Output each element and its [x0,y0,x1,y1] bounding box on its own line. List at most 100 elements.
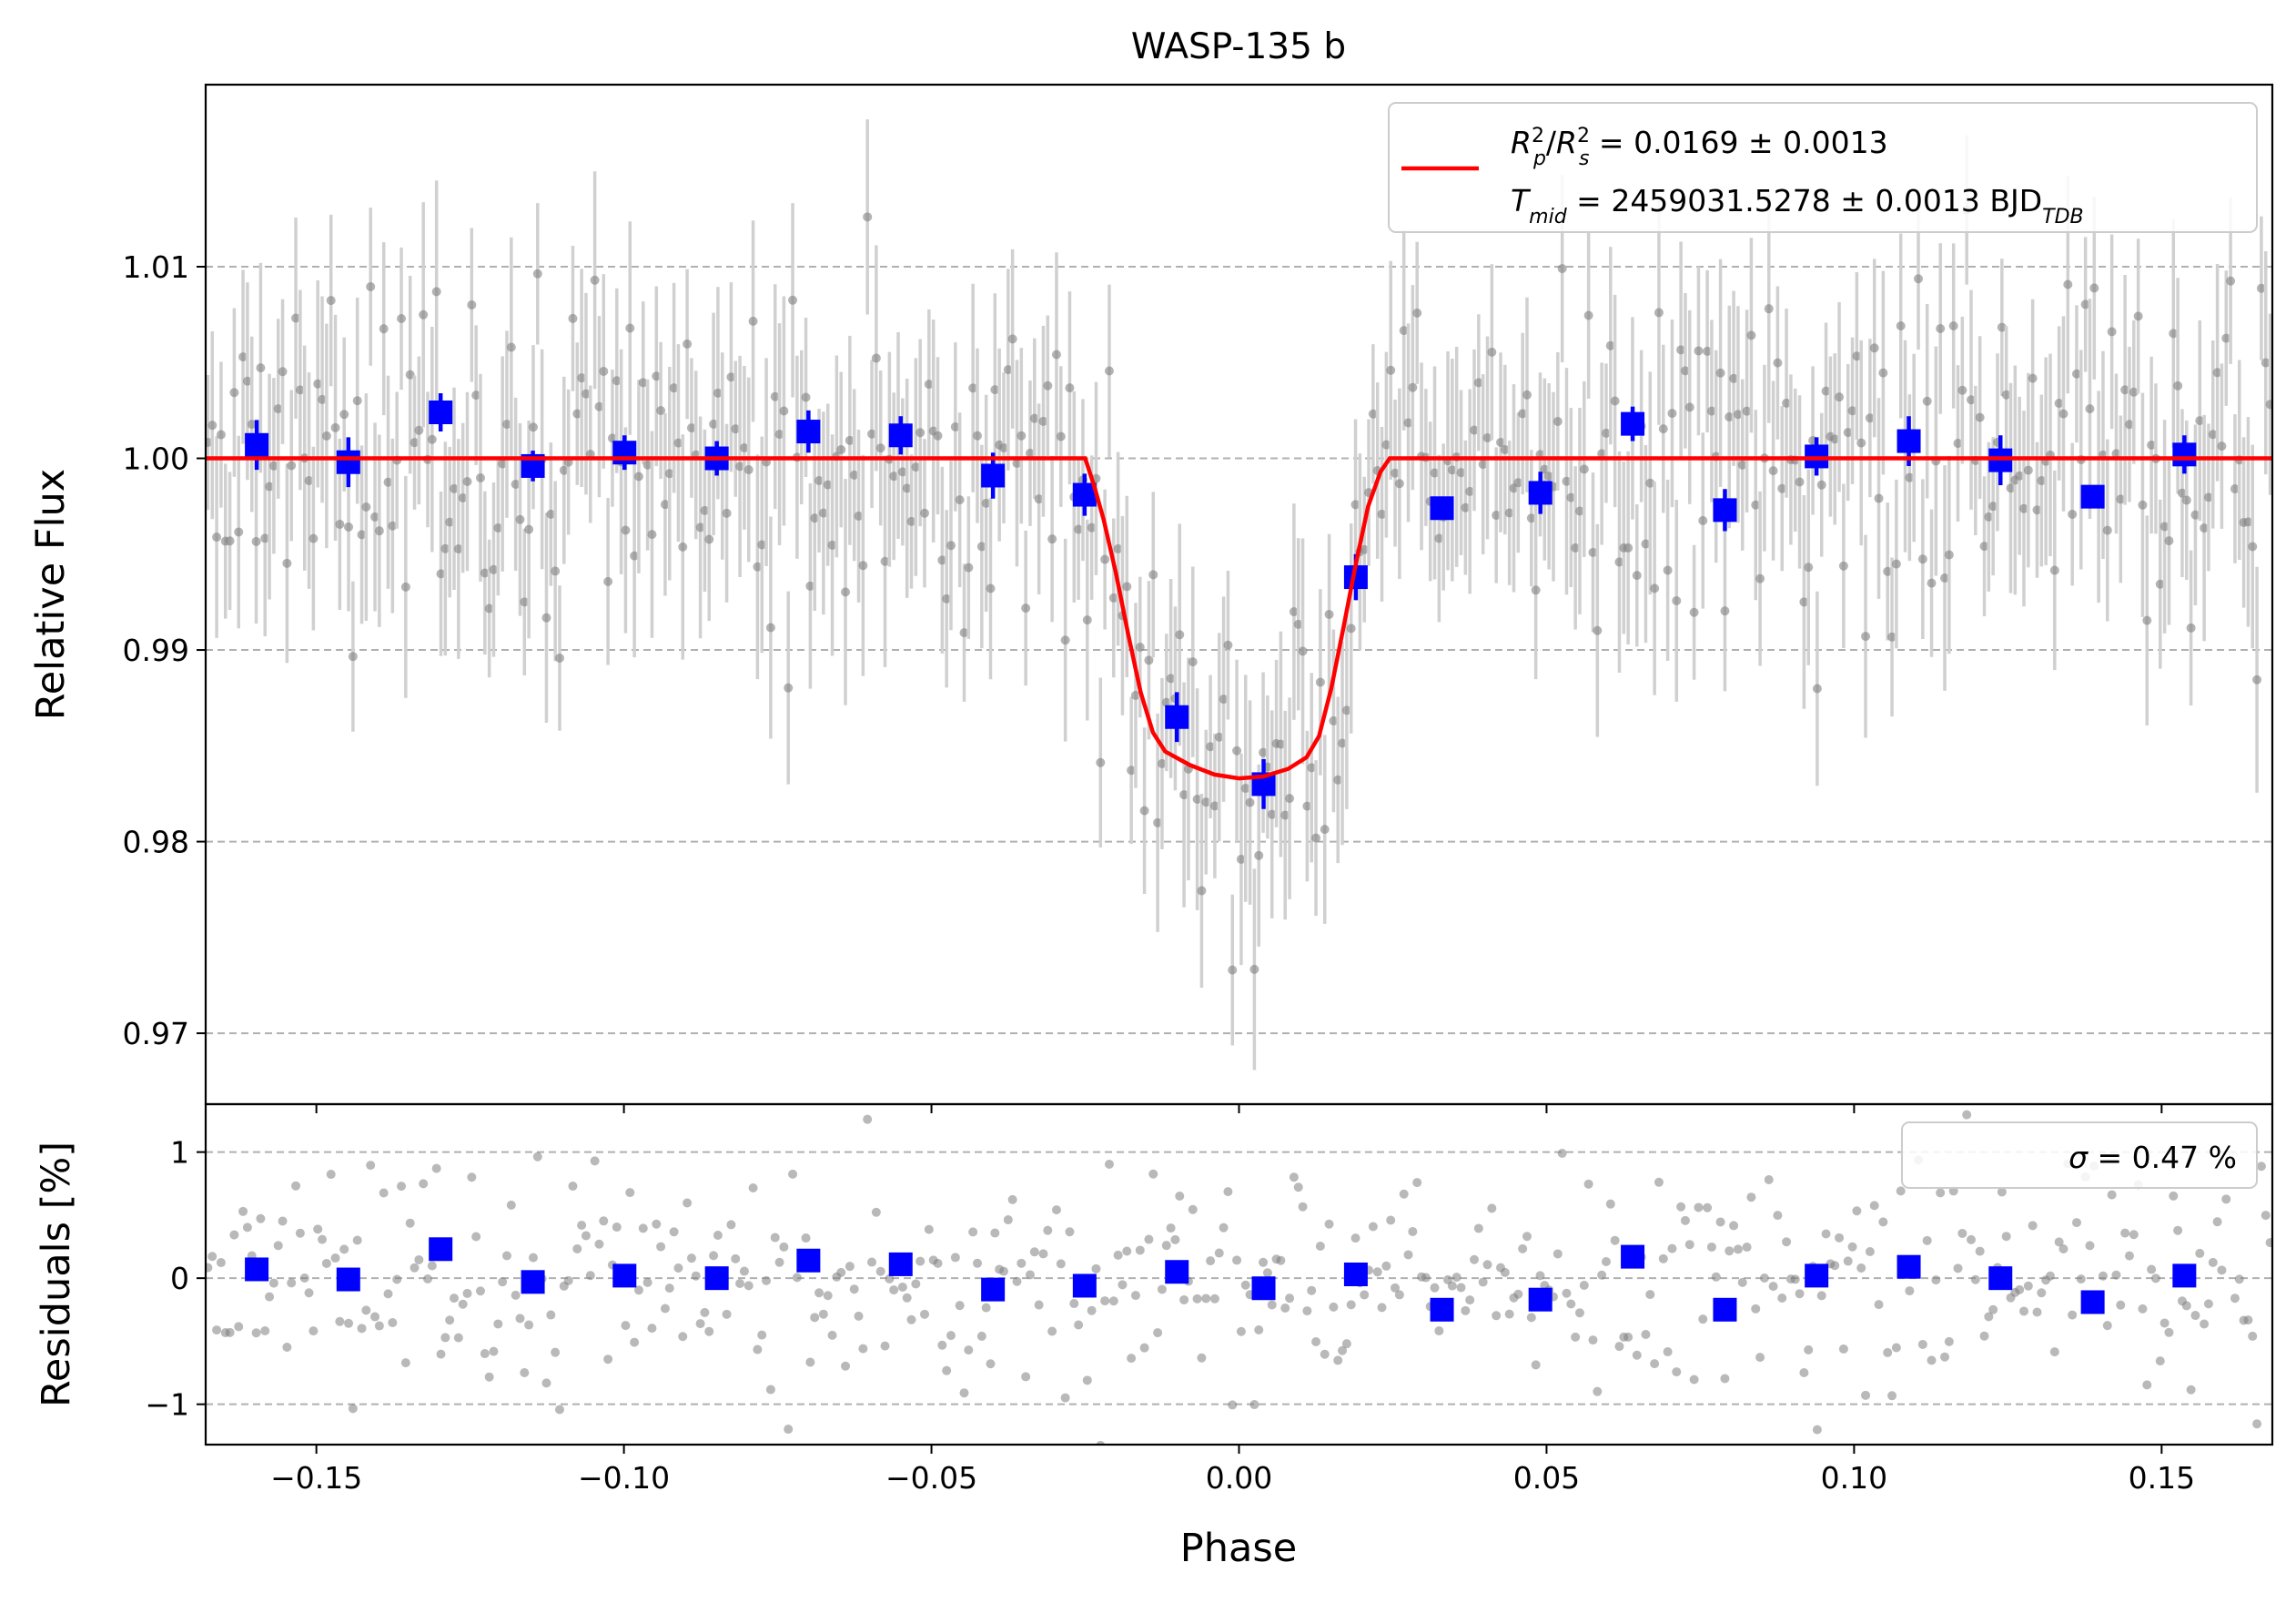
raw-point [1725,412,1735,422]
raw-point [511,479,521,489]
raw-point [1847,406,1857,416]
residual-raw-point [1082,1375,1092,1385]
raw-point [871,353,881,363]
residual-raw-point [1715,1217,1725,1227]
raw-point [827,540,837,550]
raw-point [361,502,371,512]
raw-point [1698,515,1708,525]
residual-binned-point [704,1266,729,1291]
binned-point [245,432,269,457]
raw-point [551,566,561,576]
raw-point [1108,593,1118,603]
residual-raw-point [206,1263,213,1273]
residual-raw-point [1874,1300,1884,1310]
residual-raw-point [753,1344,763,1354]
raw-point [2169,329,2179,339]
residual-raw-point [321,1258,331,1268]
residual-raw-point [683,1198,693,1208]
residual-raw-point [2256,1162,2266,1172]
raw-point [1812,684,1822,694]
raw-point [225,536,235,546]
residual-raw-point [2107,1190,2117,1200]
residual-raw-point [959,1388,969,1398]
raw-point [2049,565,2059,575]
residual-raw-point [664,1283,674,1294]
raw-point [1583,310,1593,320]
residual-raw-point [2049,1347,2059,1357]
raw-point [2116,494,2126,504]
residual-raw-point [845,1262,855,1272]
raw-point [1341,705,1351,715]
raw-point [678,542,688,552]
raw-point [2085,404,2095,414]
residual-raw-point [515,1314,525,1324]
residual-raw-point [1065,1227,1075,1237]
residual-raw-point [2028,1221,2038,1231]
raw-point [484,604,494,614]
residual-raw-point [2261,1211,2271,1221]
raw-point [1597,449,1607,459]
raw-point [915,428,925,438]
raw-point [642,460,652,470]
residual-raw-point [1645,1290,1655,1300]
residual-raw-point [551,1347,561,1357]
residual-raw-point [1153,1328,1163,1338]
raw-point [506,342,516,352]
residual-raw-point [1720,1374,1730,1384]
residual-raw-point [841,1361,851,1371]
raw-point [1127,766,1137,776]
residual-raw-point [1852,1206,1862,1216]
raw-point [854,511,864,521]
residual-raw-point [1346,1300,1356,1310]
raw-point [612,376,622,386]
main-y-tick-label: 0.98 [123,825,189,860]
raw-point [370,512,380,522]
residual-raw-point [2147,1264,2157,1274]
residual-raw-point [1816,1291,1826,1301]
residual-raw-point [1360,1290,1370,1300]
residual-raw-point [1219,1223,1229,1233]
residual-y-tick-label: −1 [145,1387,189,1423]
legend-tmid-label: Tmid = 2459031.5278 ± 0.0013 BJDTDB [1511,183,2084,228]
raw-point [388,521,398,531]
residual-y-tick-label: 1 [170,1135,189,1171]
raw-point [2102,525,2112,535]
residual-raw-point [265,1292,275,1302]
residual-raw-point [392,1274,402,1284]
raw-point [2155,579,2165,589]
residual-raw-point [1430,1283,1440,1293]
raw-point [700,505,710,515]
residual-raw-point [480,1349,490,1359]
raw-point [1773,358,1783,368]
residual-raw-point [216,1258,226,1268]
residual-raw-point [2120,1228,2130,1238]
residual-raw-point [2243,1315,2253,1325]
residual-raw-point [1487,1203,1497,1213]
residual-raw-point [370,1312,380,1322]
residual-raw-point [1518,1243,1528,1253]
raw-point [1430,468,1440,478]
residual-raw-point [2054,1237,2064,1247]
raw-point [695,522,705,533]
raw-point [1302,801,1312,811]
residual-raw-point [1843,1256,1853,1266]
raw-point [1403,418,1413,428]
raw-point [1166,674,1176,684]
residual-binned-point [1072,1273,1097,1298]
residual-raw-point [1654,1177,1664,1187]
residual-raw-point [1711,1272,1721,1282]
raw-point [1984,512,1994,522]
residual-raw-point [471,1232,481,1242]
raw-point [2089,283,2099,293]
residual-raw-point [467,1172,477,1182]
residual-raw-point [1408,1226,1418,1236]
residual-raw-point [1676,1202,1686,1212]
raw-point [1482,432,1492,442]
raw-point [1571,543,1581,553]
residual-raw-point [1694,1202,1704,1212]
residual-raw-point [1087,1305,1097,1315]
residual-raw-point [585,1271,595,1281]
raw-point [849,470,859,480]
residual-raw-point [1399,1189,1409,1199]
residual-raw-point [691,1271,701,1281]
